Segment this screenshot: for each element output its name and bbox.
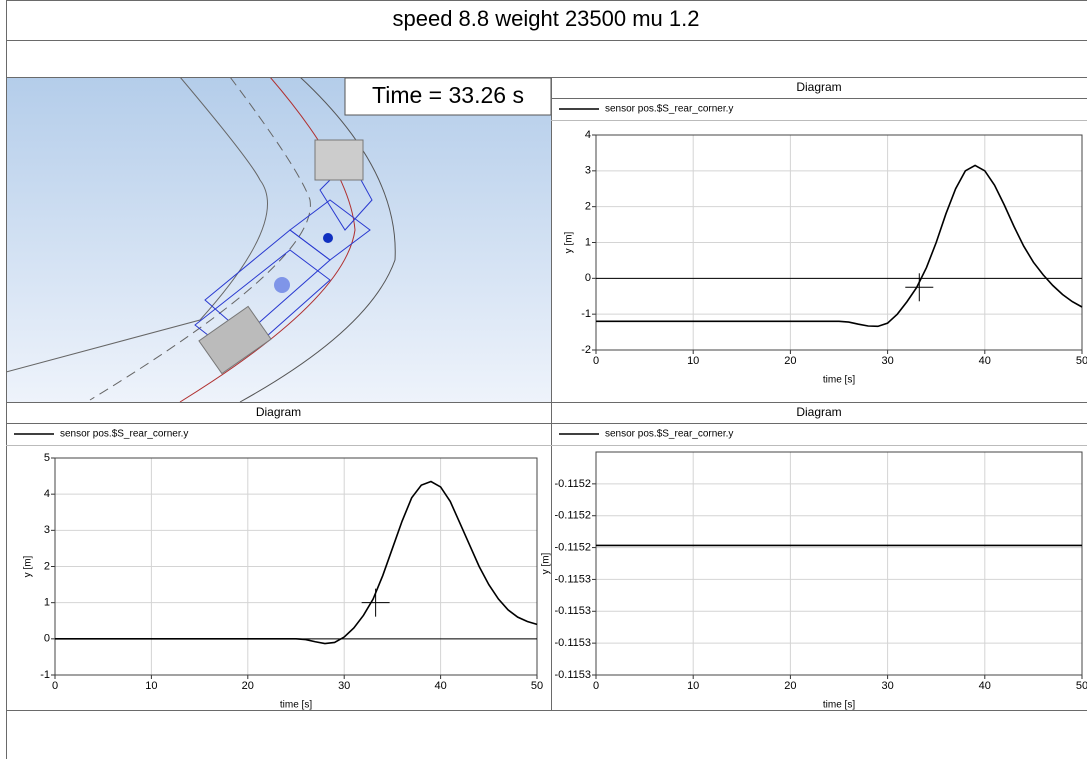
x-tick-label: 30 [338,680,350,692]
y-tick-label: 2 [585,201,591,213]
y-axis-label: y [m] [564,231,575,253]
y-axis-label: y [m] [541,552,552,574]
y-tick-label: -0.1153 [555,637,592,649]
x-tick-label: 50 [1076,680,1087,692]
plot-frame [595,451,1083,676]
x-tick-label: 50 [1076,355,1087,367]
x-tick-label: 0 [593,355,599,367]
y-tick-label: 3 [44,524,50,536]
x-tick-label: 10 [687,680,699,692]
y-tick-label: 3 [585,165,591,177]
time-label: Time = 33.26 s [372,82,524,108]
page-title: speed 8.8 weight 23500 mu 1.2 [392,6,699,31]
y-tick-label: 1 [44,597,50,609]
x-tick-label: 20 [784,355,796,367]
x-axis-label: time [s] [823,375,855,386]
y-tick-label: 5 [44,452,50,464]
y-tick-label: 4 [585,129,591,141]
legend-label: sensor pos.$S_rear_corner.y [605,429,733,440]
legend-label: sensor pos.$S_rear_corner.y [605,104,733,115]
x-axis-label: time [s] [823,700,855,711]
y-tick-label: 0 [44,633,50,645]
cell-borders [6,0,1087,759]
animation-view [6,77,551,402]
y-tick-label: 1 [585,236,591,248]
x-tick-label: 40 [434,680,446,692]
legend-label: sensor pos.$S_rear_corner.y [60,429,188,440]
y-axis-label: y [m] [23,555,34,577]
panel-title: Diagram [256,405,301,419]
x-tick-label: 20 [784,680,796,692]
x-axis-label: time [s] [280,700,312,711]
panel-title: Diagram [796,405,841,419]
y-tick-label: 4 [44,488,50,500]
x-tick-label: 10 [687,355,699,367]
y-tick-label: -1 [581,308,591,320]
y-tick-label: -0.1152 [555,478,592,490]
series-line [596,164,1083,328]
x-tick-label: 50 [531,680,543,692]
y-tick-label: -0.1152 [555,510,592,522]
x-tick-label: 40 [979,680,991,692]
y-tick-label: -0.1153 [555,573,592,585]
plot-frame [595,134,1083,351]
x-tick-label: 20 [242,680,254,692]
x-tick-label: 40 [979,355,991,367]
x-tick-label: 0 [52,680,58,692]
x-tick-label: 30 [881,680,893,692]
y-tick-label: 0 [585,272,591,284]
panel-title: Diagram [796,80,841,94]
series-line [55,480,538,645]
plot-frame [54,457,538,676]
y-tick-label: -0.1153 [555,669,592,681]
y-tick-label: -1 [40,669,50,681]
time-box [344,77,552,116]
y-tick-label: -2 [581,344,591,356]
x-tick-label: 30 [881,355,893,367]
y-tick-label: -0.1152 [555,541,592,553]
x-tick-label: 10 [145,680,157,692]
y-tick-label: -0.1153 [555,605,592,617]
x-tick-label: 0 [593,680,599,692]
y-tick-label: 2 [44,560,50,572]
